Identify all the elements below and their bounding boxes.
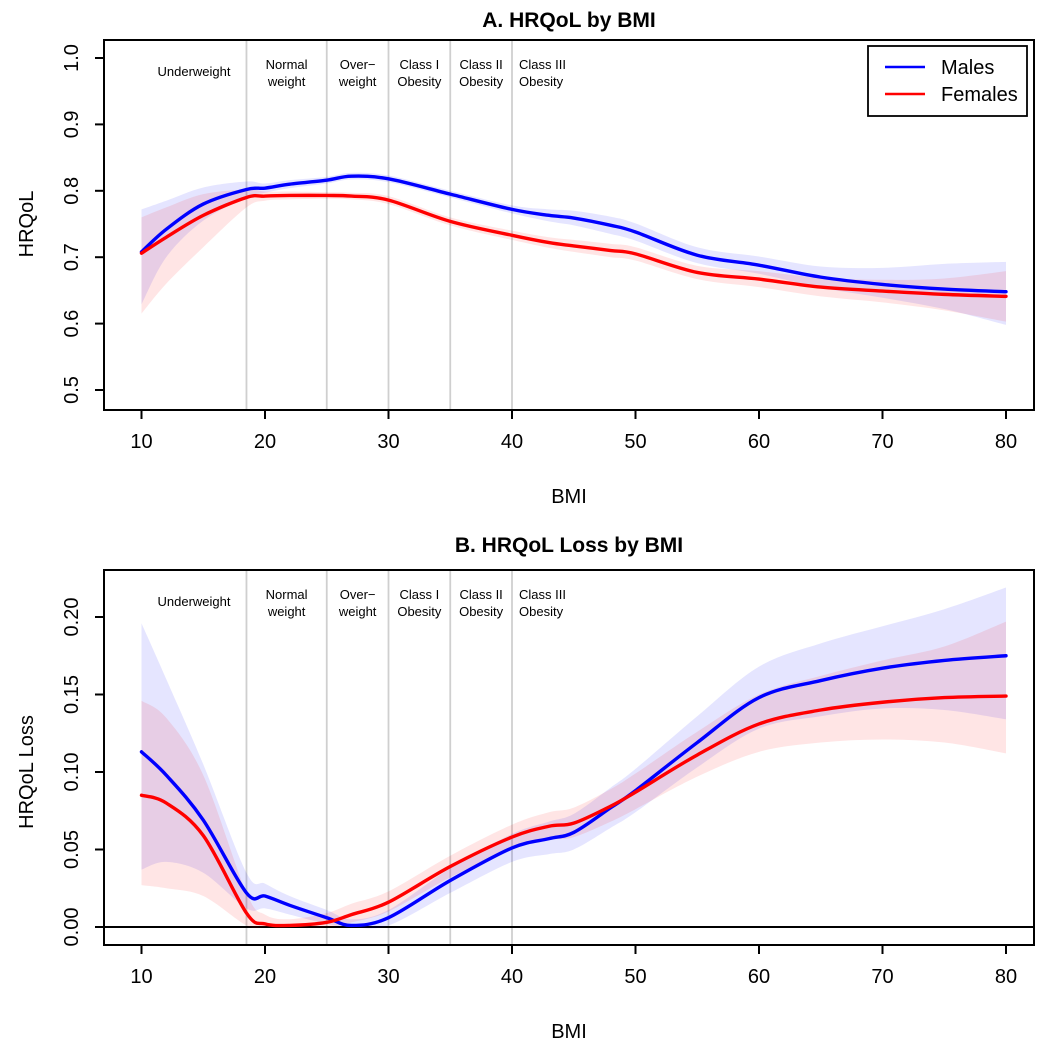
category-label: Underweight [157,594,230,609]
category-label: Class I [400,587,440,602]
y-tick-label: 0.9 [61,110,83,138]
panel-b-y-axis-title: HRQoL Loss [16,715,38,829]
y-tick-label: 0.5 [61,376,83,404]
confidence-band-males [141,587,1006,929]
panel-a-x-axis-title: BMI [551,486,587,508]
y-tick-label: 0.00 [61,908,83,947]
x-tick-label: 30 [377,966,399,988]
plot-border [103,39,1035,411]
category-label: Class III [519,587,566,602]
category-label: Normal [266,587,308,602]
category-label: weight [267,604,306,619]
x-tick-label: 80 [995,431,1017,453]
category-label: Normal [266,57,308,72]
x-tick-label: 40 [501,966,523,988]
y-tick-label: 0.6 [61,310,83,338]
legend-label-males: Males [941,57,994,79]
y-tick-label: 0.05 [61,830,83,869]
curve-males [139,174,1008,294]
x-tick-label: 30 [377,431,399,453]
panel-b-x-axis-title: BMI [551,1021,587,1043]
y-tick-label: 0.7 [61,243,83,271]
confidence-band-males [141,172,1006,325]
category-label: Obesity [519,604,564,619]
category-label: Over− [340,587,376,602]
category-label: Obesity [459,74,504,89]
y-tick-label: 0.15 [61,675,83,714]
category-label: Class I [400,57,440,72]
category-label: Obesity [397,604,442,619]
confidence-band-females [141,189,1006,322]
y-tick-label: 0.20 [61,598,83,637]
panel-a-title: A. HRQoL by BMI [482,9,655,32]
plot-border [103,569,1035,946]
category-label: Obesity [519,74,564,89]
category-label: weight [338,604,377,619]
category-label: Obesity [459,604,504,619]
panel-a-y-axis-title: HRQoL [16,191,38,258]
x-tick-label: 40 [501,431,523,453]
panel-b: B. HRQoL Loss by BMI 10 20 30 40 50 60 70 80 0.0… [16,534,1035,1043]
curve-females [139,193,1008,299]
category-label: Underweight [157,64,230,79]
legend-label-females: Females [941,84,1018,106]
curve-males [139,654,1008,928]
x-tick-label: 70 [871,966,893,988]
x-tick-label: 60 [748,966,770,988]
category-label: Class III [519,57,566,72]
panel-a: A. HRQoL by BMI 10 20 30 40 50 60 70 80 0.5 0.6 0.… [16,9,1035,508]
y-tick-label: 0.10 [61,753,83,792]
panel-a-plot: 10 20 30 40 50 60 70 80 0.5 0.6 0.7 0.8 0.9 1.0 Underw… [61,39,1035,453]
category-label: weight [267,74,306,89]
category-label: weight [338,74,377,89]
x-tick-label: 10 [130,431,152,453]
category-label: Obesity [397,74,442,89]
panel-b-title: B. HRQoL Loss by BMI [455,534,683,557]
x-tick-label: 70 [871,431,893,453]
category-label: Class II [459,587,502,602]
legend-box [867,45,1028,117]
y-tick-label: 0.8 [61,177,83,205]
x-tick-label: 50 [624,431,646,453]
x-tick-label: 50 [624,966,646,988]
x-tick-label: 80 [995,966,1017,988]
panel-b-plot: 10 20 30 40 50 60 70 80 0.00 0.05 0.10 0.15 0.20 Unde… [61,569,1035,988]
y-tick-label: 1.0 [61,44,83,72]
confidence-band-females [141,621,1006,929]
x-tick-label: 20 [254,431,276,453]
category-label: Class II [459,57,502,72]
x-tick-label: 20 [254,966,276,988]
x-tick-label: 60 [748,431,770,453]
curve-females [139,694,1008,928]
x-tick-label: 10 [130,966,152,988]
category-label: Over− [340,57,376,72]
